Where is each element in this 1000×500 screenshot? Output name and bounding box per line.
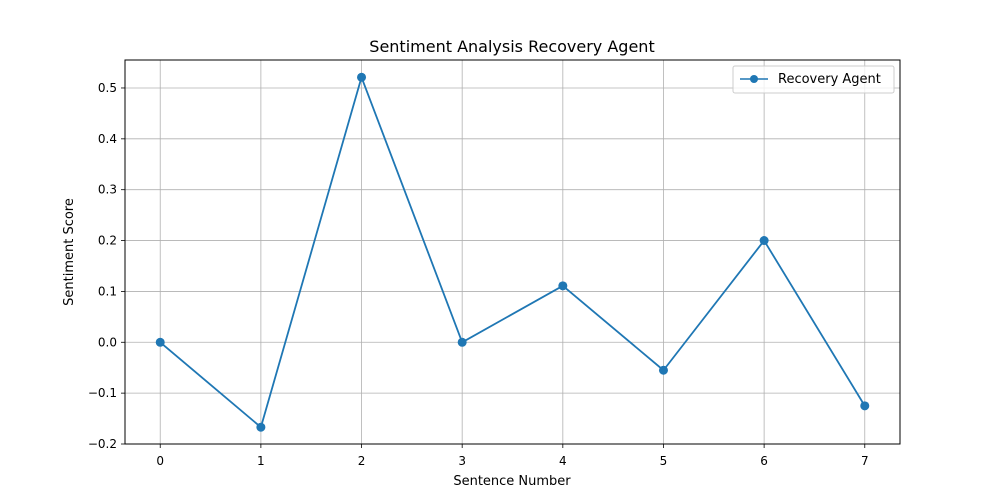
x-tick-label: 1 bbox=[257, 454, 265, 468]
data-point bbox=[658, 365, 668, 375]
y-axis-label: Sentiment Score bbox=[62, 198, 77, 306]
x-axis-label: Sentence Number bbox=[453, 474, 571, 489]
data-point bbox=[256, 422, 266, 432]
legend: Recovery Agent bbox=[732, 65, 895, 94]
data-point bbox=[357, 72, 367, 82]
data-point bbox=[759, 236, 769, 246]
data-point bbox=[558, 281, 568, 291]
y-tick-label: 0.3 bbox=[98, 183, 117, 197]
y-tick-label: 0.2 bbox=[98, 234, 117, 248]
plot-frame bbox=[124, 59, 901, 445]
y-tick-label: 0.1 bbox=[98, 284, 117, 298]
ticks: 0 1 2 3 4 5 6 7 −0.2 −0.1 0.0 0.1 0.2 0.3 0.4 0.5 bbox=[88, 81, 869, 468]
data-point bbox=[155, 337, 165, 347]
legend-marker-swatch bbox=[750, 75, 758, 83]
legend-label: Recovery Agent bbox=[778, 72, 881, 87]
y-tick-label: −0.2 bbox=[88, 437, 117, 451]
x-tick-label: 6 bbox=[760, 454, 768, 468]
y-tick-label: 0.0 bbox=[98, 335, 117, 349]
y-tick-label: 0.5 bbox=[98, 81, 117, 95]
series-layer bbox=[155, 72, 870, 432]
legend-box bbox=[732, 65, 895, 94]
x-tick-label: 3 bbox=[458, 454, 466, 468]
data-point bbox=[860, 401, 870, 411]
chart-title: Sentiment Analysis Recovery Agent bbox=[369, 37, 654, 56]
x-tick-label: 7 bbox=[861, 454, 869, 468]
series-line bbox=[159, 76, 866, 429]
y-tick-label: 0.4 bbox=[98, 132, 117, 146]
x-tick-label: 4 bbox=[559, 454, 567, 468]
y-tick-label: −0.1 bbox=[88, 386, 117, 400]
x-tick-label: 0 bbox=[156, 454, 164, 468]
data-point bbox=[457, 337, 467, 347]
x-tick-label: 5 bbox=[660, 454, 668, 468]
x-tick-label: 2 bbox=[358, 454, 366, 468]
